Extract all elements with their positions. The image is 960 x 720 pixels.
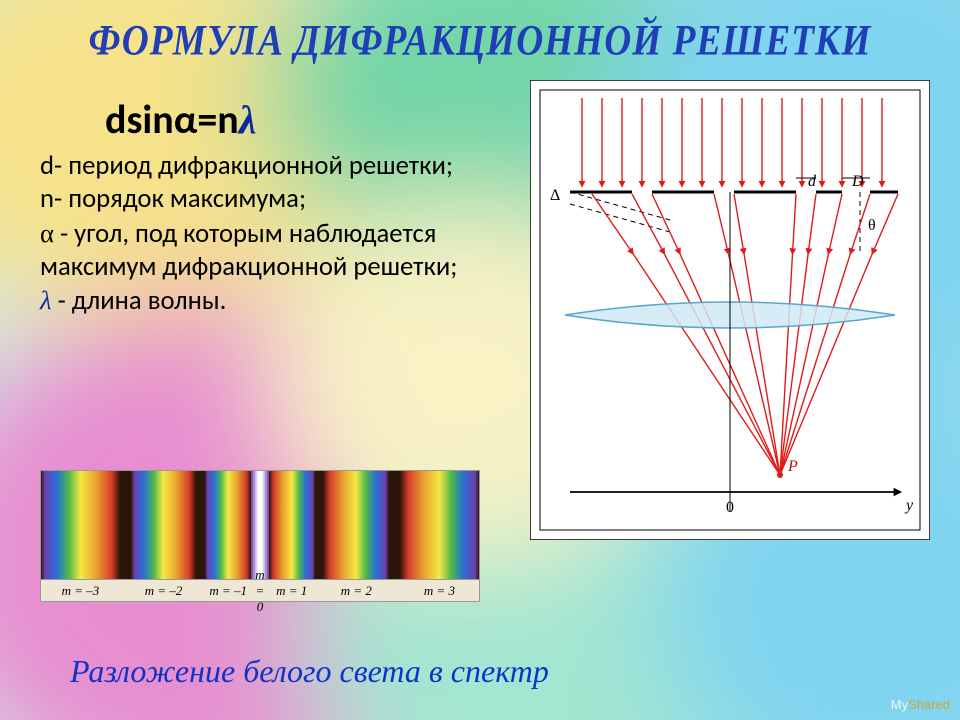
spectrum-labels: m = –3m = –2m = –1m = 0m = 1m = 2m = 3 (40, 580, 480, 602)
spectrum-band (131, 471, 197, 579)
spectrum-order-label: m = 1 (269, 583, 315, 599)
diffraction-diagram: d D Δθ P 0 y (530, 80, 930, 540)
slide-title: ФОРМУЛА ДИФРАКЦИОННОЙ РЕШЕТКИ (89, 17, 872, 66)
description-block: d- период дифракционной решетки; n- поря… (40, 150, 480, 319)
spectrum-panel: m = –3m = –2m = –1m = 0m = 1m = 2m = 3 (40, 470, 480, 602)
spectrum-band (41, 471, 120, 579)
spectrum-band (315, 471, 324, 579)
spectrum-order-label: m = 2 (323, 583, 389, 599)
spectrum-subtitle: Разложение белого света в спектр (70, 653, 549, 690)
desc-lambda-text: - длина волны. (52, 285, 227, 317)
svg-text:θ: θ (868, 217, 876, 234)
watermark-shared: Shared (908, 697, 950, 712)
spectrum-band (323, 471, 389, 579)
svg-text:D: D (851, 173, 864, 190)
spectrum-band (205, 471, 251, 579)
alpha-icon: α (40, 218, 54, 248)
slide: ФОРМУЛА ДИФРАКЦИОННОЙ РЕШЕТКИ dsinα=nλ d… (0, 0, 960, 720)
desc-line-lambda: λ - длина волны. (40, 284, 480, 318)
spectrum-band (196, 471, 205, 579)
spectrum-bands (40, 470, 480, 580)
svg-text:d: d (808, 173, 817, 190)
formula-main: dsinα=n (105, 95, 239, 144)
formula: dsinα=nλ (105, 95, 257, 144)
svg-text:Δ: Δ (550, 187, 560, 204)
watermark-my: My (891, 697, 908, 712)
spectrum-band (389, 471, 400, 579)
spectrum-band (269, 471, 315, 579)
svg-text:0: 0 (726, 499, 734, 516)
desc-line-d: d- период дифракционной решетки; (40, 150, 480, 183)
desc-alpha-text: - угол, под которым наблюдается максимум… (40, 218, 457, 283)
lambda-icon: λ (40, 285, 52, 315)
watermark: MyShared (891, 697, 950, 712)
spectrum-band (251, 471, 269, 579)
diagram-svg: d D Δθ P 0 y (530, 80, 930, 540)
svg-text:y: y (904, 497, 914, 514)
spectrum-order-label: m = 0 (251, 567, 269, 615)
spectrum-band (400, 471, 479, 579)
desc-line-alpha: α - угол, под которым наблюдается максим… (40, 217, 480, 285)
lambda-icon: λ (239, 97, 257, 142)
spectrum-order-label: m = –2 (131, 583, 197, 599)
spectrum-order-label: m = –1 (205, 583, 251, 599)
desc-line-n: n- порядок максимума; (40, 183, 480, 216)
spectrum-band (120, 471, 131, 579)
spectrum-order-label: m = –3 (41, 583, 120, 599)
spectrum-order-label: m = 3 (400, 583, 479, 599)
svg-text:P: P (787, 458, 798, 475)
